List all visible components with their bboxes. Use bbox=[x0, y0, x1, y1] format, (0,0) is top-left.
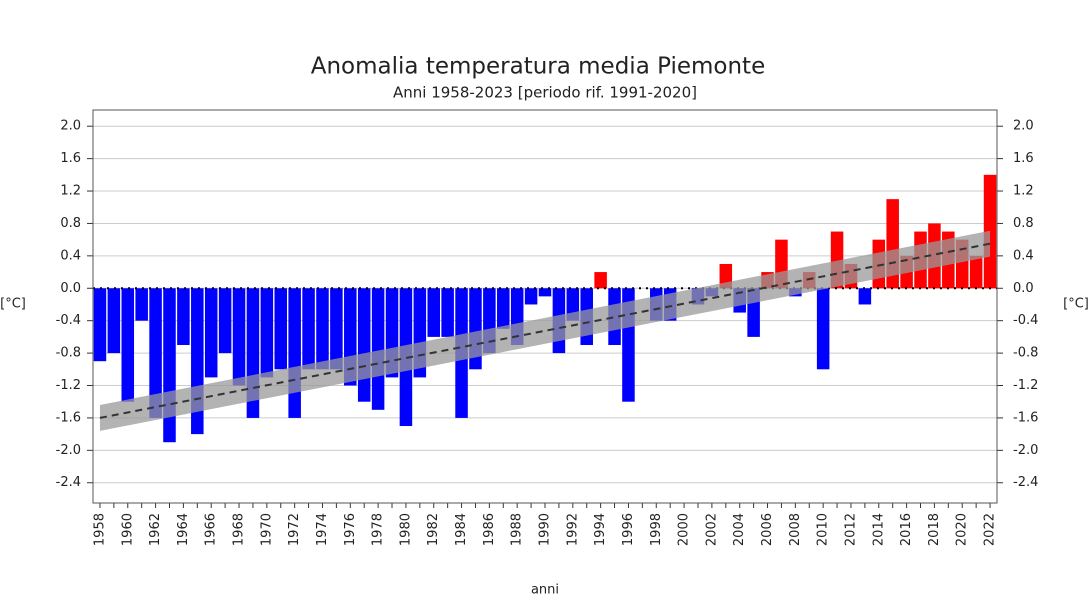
y-tick-label: -0.4 bbox=[56, 313, 81, 328]
y-tick-label: 0.0 bbox=[60, 281, 81, 296]
bar bbox=[177, 288, 190, 345]
bar bbox=[969, 255, 983, 289]
x-tick-label: 1998 bbox=[649, 513, 664, 546]
chart-title: Anomalia temperatura media Piemonte bbox=[311, 54, 765, 80]
bar bbox=[371, 288, 385, 410]
y2-tick-label: 0.8 bbox=[1013, 216, 1034, 231]
y2-tick-label: -1.6 bbox=[1013, 410, 1038, 425]
x-tick-label: 2008 bbox=[788, 513, 803, 546]
y-axis-label: [°C] bbox=[0, 297, 26, 312]
y-tick-label: -2.0 bbox=[56, 443, 81, 458]
y-tick-label: -2.4 bbox=[56, 475, 81, 490]
y-tick-label: -1.2 bbox=[56, 378, 81, 393]
x-tick-label: 1972 bbox=[287, 513, 302, 546]
y-tick-label: -1.6 bbox=[56, 410, 81, 425]
x-tick-label: 1984 bbox=[454, 513, 469, 546]
bar bbox=[93, 288, 107, 362]
y2-tick-label: 1.6 bbox=[1013, 151, 1034, 166]
y2-axis-label: [°C] bbox=[1063, 297, 1089, 312]
x-tick-label: 2020 bbox=[955, 513, 970, 546]
x-tick-label: 1976 bbox=[343, 513, 358, 546]
x-tick-label: 2010 bbox=[816, 513, 831, 546]
x-tick-label: 2022 bbox=[983, 513, 998, 546]
x-tick-label: 1970 bbox=[259, 513, 274, 546]
x-tick-label: 1990 bbox=[538, 513, 553, 546]
x-tick-label: 1992 bbox=[565, 513, 580, 546]
bar bbox=[288, 288, 301, 418]
y2-tick-label: 0.4 bbox=[1013, 248, 1034, 263]
x-tick-label: 1958 bbox=[92, 513, 107, 546]
x-tick-label: 2018 bbox=[927, 513, 942, 546]
y2-tick-label: -0.4 bbox=[1013, 313, 1038, 328]
bar bbox=[149, 288, 162, 418]
y2-tick-label: -1.2 bbox=[1013, 378, 1038, 393]
x-tick-label: 2006 bbox=[760, 513, 775, 546]
x-tick-label: 1996 bbox=[621, 513, 636, 546]
x-tick-label: 1994 bbox=[593, 513, 608, 546]
bar bbox=[427, 288, 440, 337]
bar bbox=[858, 288, 872, 305]
x-tick-label: 1960 bbox=[120, 513, 135, 546]
bar bbox=[135, 288, 148, 321]
x-tick-label: 2016 bbox=[899, 513, 914, 546]
x-tick-label: 2000 bbox=[677, 513, 692, 546]
y-tick-label: -0.8 bbox=[56, 346, 81, 361]
bar bbox=[107, 288, 121, 354]
bar bbox=[441, 288, 454, 337]
bar bbox=[524, 288, 538, 305]
x-tick-label: 1986 bbox=[482, 513, 497, 546]
x-tick-label: 1978 bbox=[371, 513, 386, 546]
x-tick-label: 1974 bbox=[315, 513, 330, 546]
x-tick-label: 2004 bbox=[732, 513, 747, 546]
bar bbox=[330, 288, 343, 370]
y-tick-label: 0.8 bbox=[60, 216, 81, 231]
bar bbox=[260, 288, 274, 378]
x-tick-label: 2002 bbox=[704, 513, 719, 546]
trend-band bbox=[99, 230, 991, 431]
bar bbox=[594, 272, 607, 289]
x-tick-label: 1982 bbox=[426, 513, 441, 546]
y2-tick-label: -2.0 bbox=[1013, 443, 1038, 458]
bar bbox=[497, 288, 510, 329]
bar bbox=[302, 288, 315, 370]
bar bbox=[357, 288, 371, 402]
bar bbox=[538, 288, 552, 297]
bar bbox=[204, 288, 218, 378]
y2-tick-label: 1.2 bbox=[1013, 184, 1034, 199]
chart-subtitle: Anni 1958-2023 [periodo rif. 1991-2020] bbox=[393, 84, 697, 102]
y-tick-label: 1.6 bbox=[60, 151, 81, 166]
y-tick-label: 1.2 bbox=[60, 184, 81, 199]
x-axis-label: anni bbox=[531, 583, 559, 598]
y2-tick-label: -2.4 bbox=[1013, 475, 1038, 490]
x-tick-label: 1968 bbox=[232, 513, 247, 546]
x-tick-label: 1964 bbox=[176, 513, 191, 546]
bar bbox=[218, 288, 232, 354]
y-tick-label: 2.0 bbox=[60, 119, 81, 134]
y-tick-label: 0.4 bbox=[60, 248, 81, 263]
x-tick-label: 1962 bbox=[148, 513, 163, 546]
bar bbox=[121, 288, 135, 402]
y2-tick-label: 2.0 bbox=[1013, 119, 1034, 134]
bar bbox=[316, 288, 329, 370]
x-tick-label: 2014 bbox=[871, 513, 886, 546]
x-tick-label: 2012 bbox=[843, 513, 858, 546]
x-tick-label: 1980 bbox=[398, 513, 413, 546]
bar bbox=[163, 288, 176, 443]
y2-tick-label: 0.0 bbox=[1013, 281, 1034, 296]
y2-tick-label: -0.8 bbox=[1013, 346, 1038, 361]
x-tick-label: 1966 bbox=[204, 513, 219, 546]
plot-frame bbox=[92, 109, 998, 504]
x-tick-label: 1988 bbox=[510, 513, 525, 546]
bar bbox=[816, 288, 830, 370]
bar bbox=[232, 288, 246, 386]
bar bbox=[274, 288, 288, 370]
